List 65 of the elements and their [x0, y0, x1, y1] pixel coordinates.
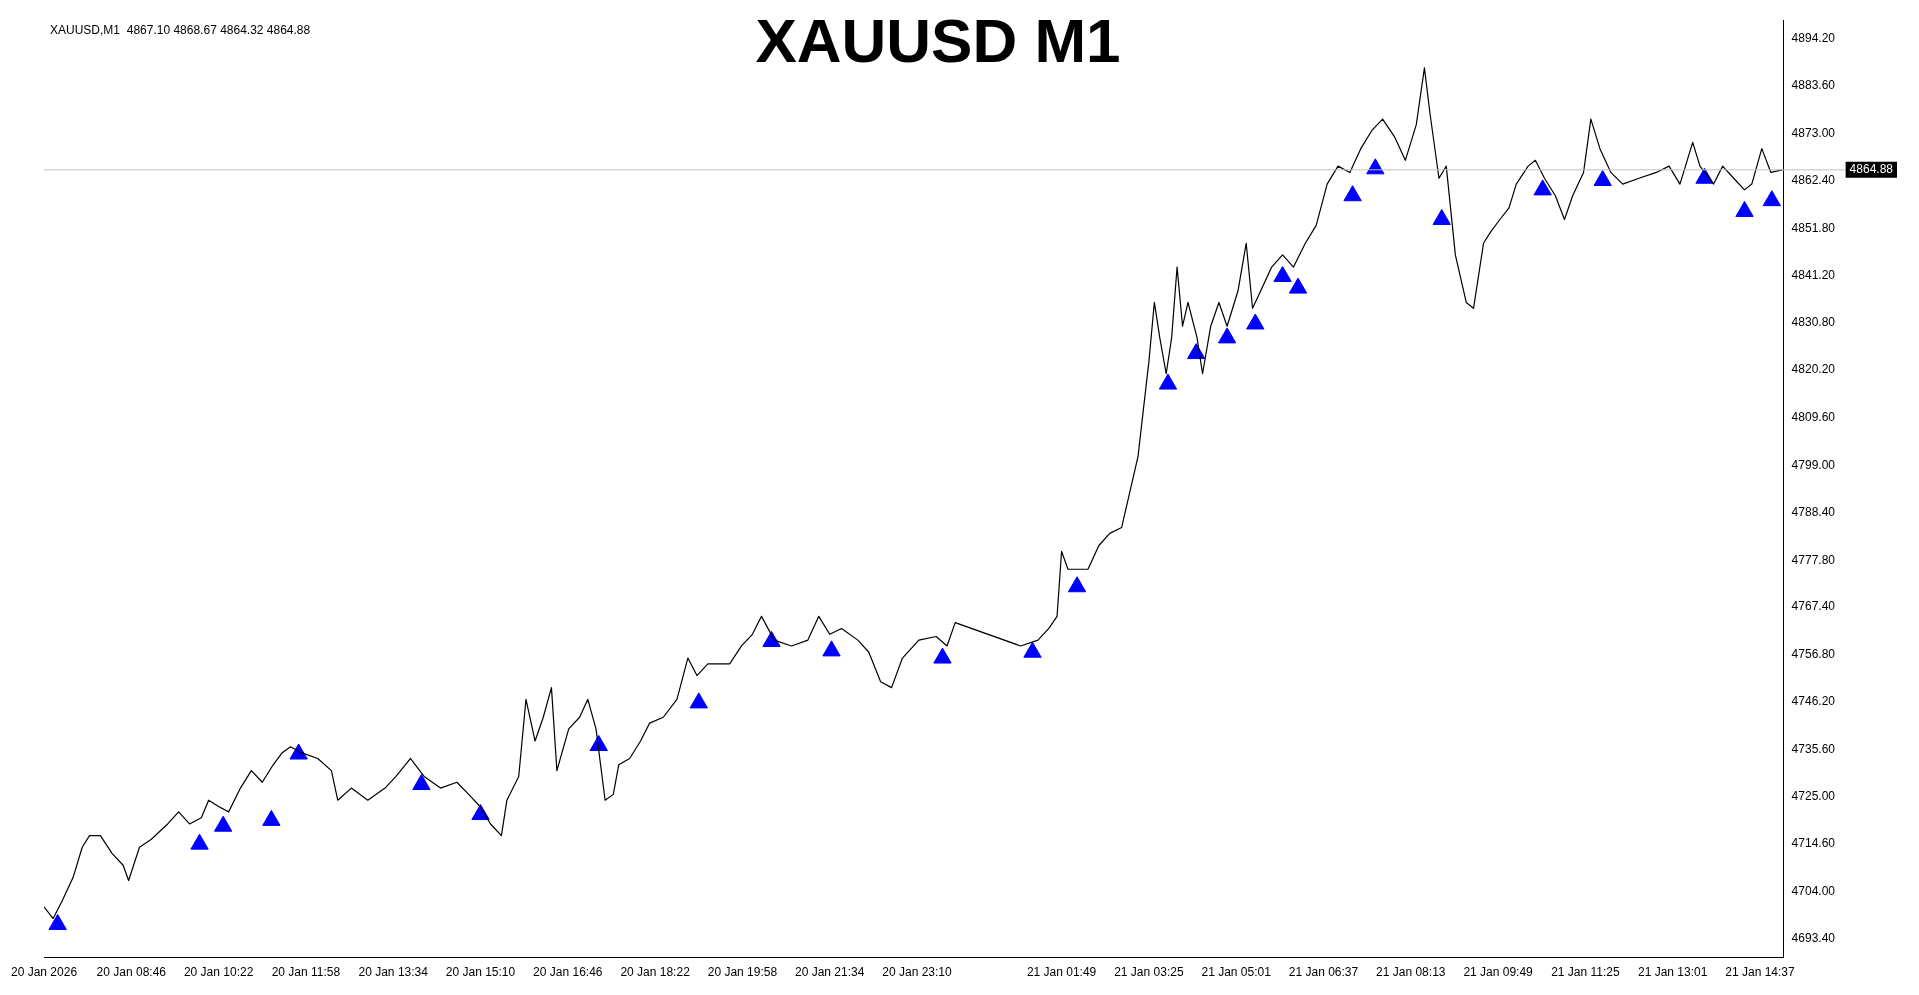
y-tick-label: 4767.40: [1791, 599, 1836, 614]
point: [822, 640, 841, 657]
y-tick-label: 4714.60: [1791, 836, 1836, 851]
y-tick-label: 4756.80: [1791, 646, 1836, 661]
y-tick-label: 4725.00: [1791, 789, 1836, 804]
y-tick-label: 4735.60: [1791, 741, 1836, 756]
x-tick-label: 20 Jan 15:10: [445, 965, 516, 980]
x-tick-label: 21 Jan 06:37: [1288, 965, 1359, 980]
point: [1735, 200, 1754, 217]
point: [1158, 373, 1178, 390]
point: [1593, 169, 1612, 186]
x-tick-label: 20 Jan 21:34: [795, 965, 865, 980]
y-tick-label: 4873.00: [1791, 125, 1836, 140]
x-tick-label: 21 Jan 14:37: [1725, 965, 1795, 980]
point: [48, 913, 67, 930]
y-tick-label: 4777.80: [1791, 552, 1836, 567]
point: [1067, 576, 1087, 593]
point: [412, 774, 431, 791]
point: [1366, 158, 1385, 175]
x-tick-label: 20 Jan 08:46: [96, 965, 167, 980]
y-tick-label: 4862.40: [1791, 173, 1836, 188]
x-tick-label: 20 Jan 13:34: [358, 965, 429, 980]
point: [933, 647, 952, 664]
point: [262, 809, 281, 826]
point: [689, 692, 708, 709]
y-tick-label: 4851.80: [1791, 220, 1836, 235]
y-tick-label: 4883.60: [1791, 78, 1836, 93]
point: [1217, 327, 1237, 344]
x-tick-label: 20 Jan 2026: [11, 965, 78, 980]
y-tick-label: 4841.20: [1791, 268, 1836, 283]
x-tick-label: 20 Jan 23:10: [882, 965, 953, 980]
x-tick-label: 21 Jan 13:01: [1637, 965, 1708, 980]
point: [1246, 313, 1265, 330]
y-tick-label: 4799.00: [1791, 457, 1836, 472]
ref-line-label: 4864.88: [1849, 162, 1894, 177]
x-tick-label: 21 Jan 01:49: [1026, 965, 1097, 980]
y-tick-label: 4788.40: [1791, 505, 1836, 520]
x-tick-label: 21 Jan 11:25: [1551, 965, 1620, 980]
x-tick-label: 20 Jan 19:58: [707, 965, 778, 980]
point: [1432, 209, 1451, 225]
x-tick-label: 20 Jan 18:22: [620, 965, 691, 980]
x-tick-label: 21 Jan 05:01: [1201, 965, 1272, 980]
x-tick-label: 20 Jan 10:22: [183, 965, 254, 980]
point: [190, 833, 209, 850]
y-tick-label: 4830.80: [1791, 314, 1836, 329]
point: [214, 815, 233, 832]
x-tick-label: 21 Jan 09:49: [1463, 965, 1534, 980]
x-tick-label: 20 Jan 11:58: [271, 965, 341, 980]
point: [1343, 185, 1362, 202]
y-tick-label: 4894.20: [1791, 30, 1836, 45]
y-tick-label: 4809.60: [1791, 410, 1836, 425]
point: [1762, 190, 1781, 207]
y-tick-label: 4704.00: [1791, 883, 1836, 898]
point: [1023, 641, 1042, 658]
x-tick-label: 21 Jan 03:25: [1114, 965, 1184, 980]
x-tick-label: 20 Jan 16:46: [533, 965, 603, 980]
x-tick-label: 21 Jan 08:13: [1376, 965, 1446, 980]
y-tick-label: 4746.20: [1791, 694, 1836, 709]
point: [1288, 277, 1308, 294]
annotation: XAUUSD,M1 4867.10 4868.67 4864.32 4864.88: [50, 22, 311, 37]
y-tick-label: 4820.20: [1791, 362, 1836, 377]
point: [1533, 179, 1552, 196]
chart-title: XAUUSD M1: [755, 6, 1121, 76]
y-tick-label: 4693.40: [1791, 931, 1836, 946]
point: [1273, 265, 1292, 282]
